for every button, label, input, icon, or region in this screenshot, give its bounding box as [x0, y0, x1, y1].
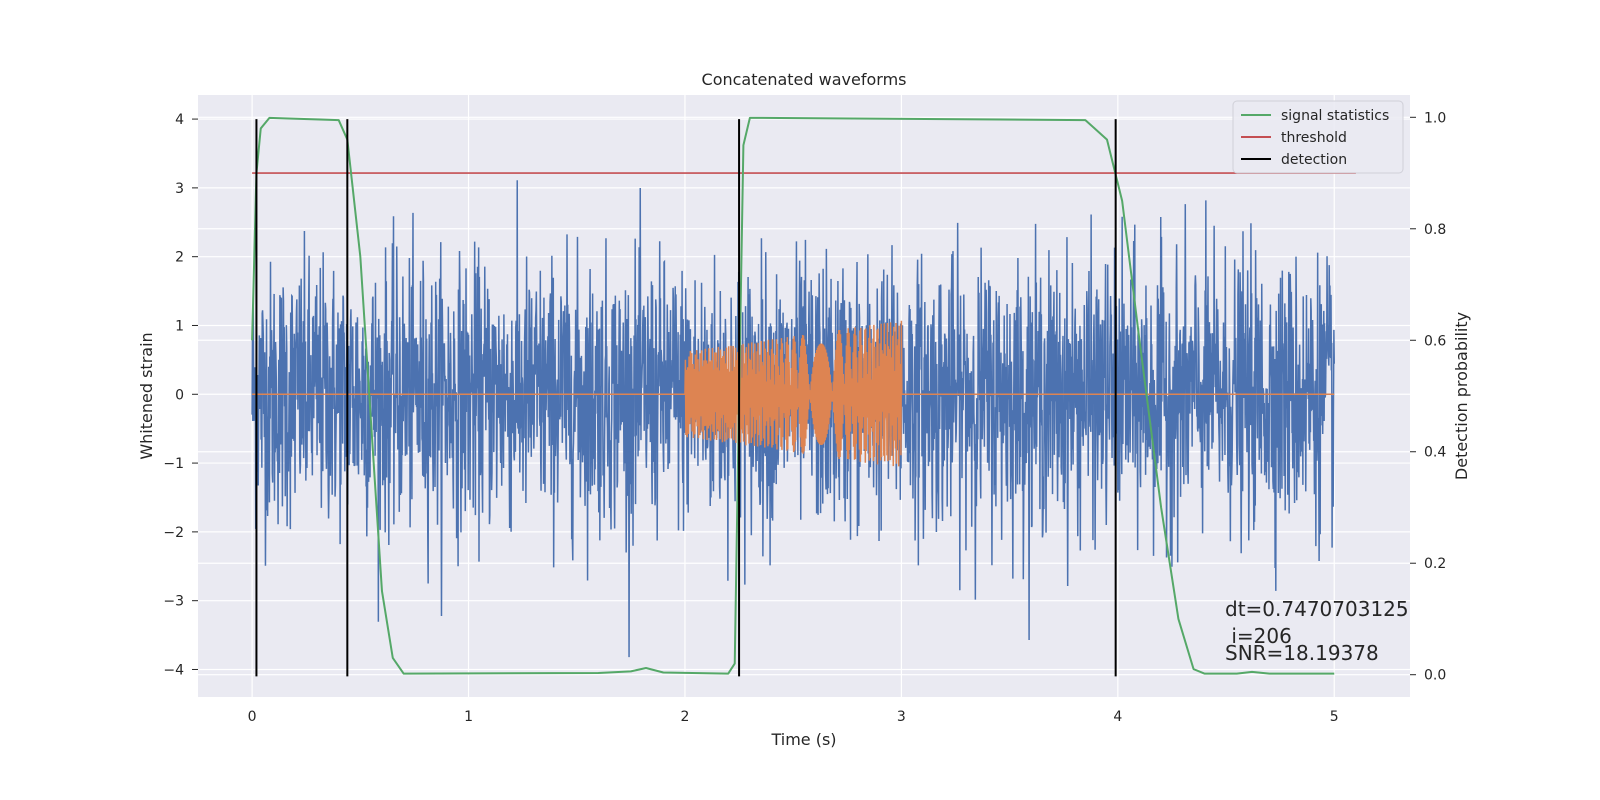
annotation-line: SNR=18.19378 [1225, 641, 1379, 665]
x-tick-label: 2 [681, 709, 690, 725]
x-tick-label: 5 [1330, 709, 1339, 725]
y-tick-label: 2 [175, 250, 184, 266]
y-axis-right: 0.0 0.2 0.4 0.6 0.8 1.0 [1410, 110, 1446, 684]
y2-axis-label: Detection probability [1452, 312, 1471, 480]
y2-tick-label: 0.0 [1424, 668, 1446, 684]
x-tick-label: 4 [1113, 709, 1122, 725]
y-tick-label: −2 [163, 525, 184, 541]
y-tick-label: 0 [175, 387, 184, 403]
chart-title: Concatenated waveforms [702, 70, 907, 89]
y-tick-label: 1 [175, 318, 184, 334]
y-tick-label: −1 [163, 456, 184, 472]
y-tick-label: −4 [163, 662, 184, 678]
y2-tick-label: 0.2 [1424, 556, 1446, 572]
legend-label: detection [1281, 152, 1347, 168]
legend-label: threshold [1281, 130, 1347, 146]
signal-statistics-line [251, 116, 1335, 675]
y2-tick-label: 0.4 [1424, 445, 1446, 461]
y-tick-label: 4 [175, 112, 184, 128]
x-axis-label: Time (s) [770, 730, 836, 749]
y-axis-left: −4 −3 −2 −1 0 1 2 3 4 [163, 112, 198, 678]
y-tick-label: 3 [175, 181, 184, 197]
annotation-line: i=206 [1225, 624, 1292, 648]
legend-label: signal statistics [1281, 108, 1389, 124]
y2-tick-label: 1.0 [1424, 110, 1446, 126]
y-axis-label: Whitened strain [137, 332, 156, 459]
annotation-line: dt=0.7470703125 [1225, 597, 1409, 621]
y-tick-label: −3 [163, 594, 184, 610]
x-tick-label: 3 [897, 709, 906, 725]
y2-tick-label: 0.8 [1424, 222, 1446, 238]
legend: signal statistics threshold detection [1232, 100, 1404, 174]
x-tick-label: 0 [248, 709, 257, 725]
chirp-series-line [252, 320, 1335, 467]
y2-tick-label: 0.6 [1424, 333, 1446, 349]
x-axis: 0 1 2 3 4 5 [248, 709, 1339, 725]
legend-box [1232, 100, 1404, 174]
x-tick-label: 1 [464, 709, 473, 725]
